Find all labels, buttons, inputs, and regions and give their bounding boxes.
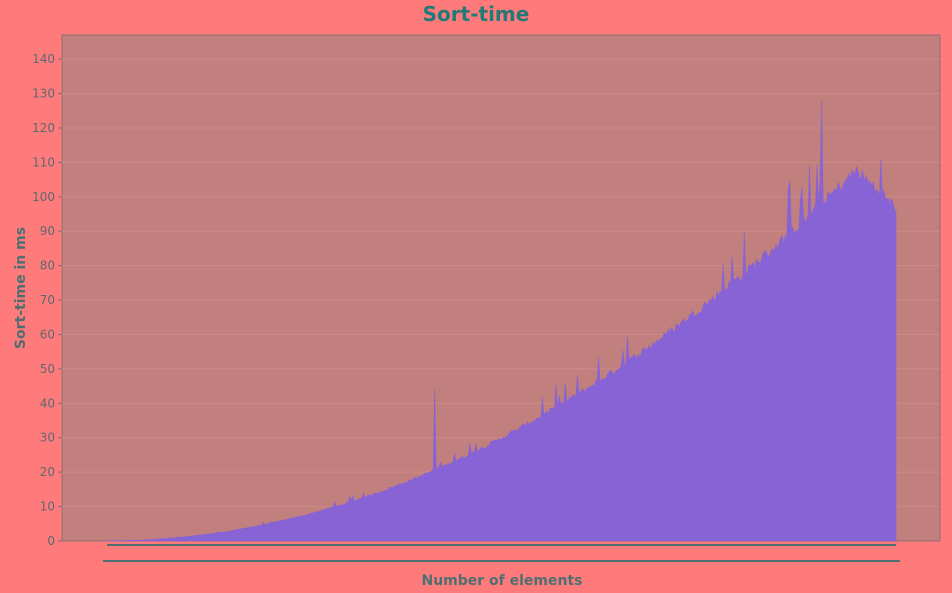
y-tick-label: 100: [32, 190, 55, 204]
y-tick-label: 70: [40, 293, 55, 307]
series-area: [107, 100, 897, 542]
y-tick-label: 30: [40, 431, 55, 445]
y-tick-label: 40: [40, 396, 55, 410]
y-tick-label: 20: [40, 465, 55, 479]
y-axis-ticks: 0 10 20 30 40 50 60 70 80 90 100 110 120 130 140: [32, 52, 62, 548]
y-tick-label: 50: [40, 362, 55, 376]
y-tick-label: 10: [40, 500, 55, 514]
chart-title: Sort-time: [423, 2, 530, 26]
y-axis-title: Sort-time in ms: [13, 227, 29, 349]
data-area: [107, 100, 897, 542]
y-tick-label: 110: [32, 155, 55, 169]
y-tick-label: 140: [32, 52, 55, 66]
y-tick-label: 90: [40, 224, 55, 238]
y-tick-label: 120: [32, 121, 55, 135]
y-tick-label: 0: [47, 534, 55, 548]
y-tick-label: 80: [40, 259, 55, 273]
y-tick-label: 130: [32, 87, 55, 101]
y-tick-label: 60: [40, 327, 55, 341]
x-axis-title: Number of elements: [421, 573, 582, 589]
